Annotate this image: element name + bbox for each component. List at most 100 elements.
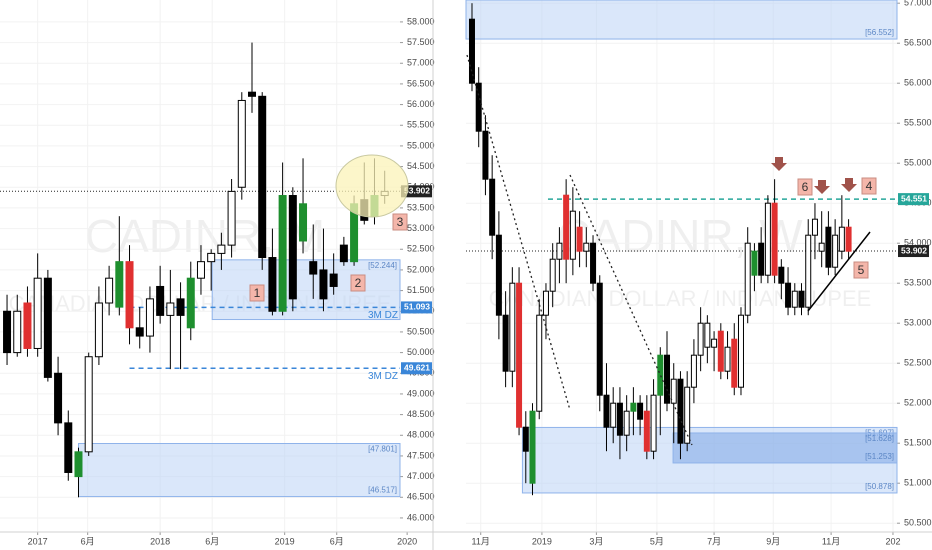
candle-body [590,242,597,284]
candle-body [74,451,83,478]
y-tick-label: 53.500 [407,202,435,212]
candle-body [105,277,114,304]
price-label: 53.902 [404,186,430,196]
x-tick-label: 7月 [707,536,721,546]
candle-body [329,273,338,287]
y-tick-label: 52.000 [904,398,932,408]
y-tick-label: 54.500 [407,161,435,171]
candle-body [319,269,328,300]
highlight-ellipse [335,154,409,218]
x-tick-label: 2018 [150,536,170,546]
trend-line [569,174,693,446]
candle-body [258,95,267,259]
y-tick-label: 50.500 [904,518,932,528]
candle-body [556,242,563,260]
candle-body [227,190,236,246]
candle-body [576,226,583,252]
trend-line [807,231,871,312]
y-tick-label: 55.500 [904,118,932,128]
candle-body [176,298,185,316]
candle-body [583,242,590,252]
candle-body [94,302,103,358]
candle-body [502,314,509,372]
x-tick-label: 11月 [472,536,490,546]
candle-body [43,277,52,378]
candle-body [832,234,839,268]
x-tick-label: 202 [885,536,900,546]
candle-body [64,422,73,473]
y-tick-label: 51.000 [904,478,932,488]
candle-body [623,410,630,436]
y-tick-label: 52.000 [407,264,435,274]
candle-body [509,282,516,372]
candle-body [697,322,704,356]
x-tick-label: 6月 [205,536,219,546]
candle-body [115,261,124,308]
x-tick-label: 3月 [589,536,603,546]
candle-body [818,242,825,252]
y-tick-label: 48.000 [407,430,435,440]
y-tick-label: 53.000 [407,223,435,233]
y-tick-label: 56.000 [407,99,435,109]
y-tick-label: 56.000 [904,78,932,88]
x-tick-label: 2020 [397,536,417,546]
y-tick-label: 53.000 [904,318,932,328]
candle-body [711,338,718,348]
candle-body [268,257,277,312]
annotation-box [392,213,408,231]
candle-body [489,178,496,236]
candle-body [495,234,502,316]
arrow-marker [771,157,787,171]
candle-body [84,356,93,453]
candle-body [237,99,246,188]
candle-body [516,282,523,428]
demand-zone [211,259,401,321]
x-tick-label: 5月 [650,536,664,546]
candle-body [23,302,32,349]
demand-zone [672,432,898,464]
candle-body [549,258,556,292]
annotation-label: 1 [254,286,261,300]
candle-body [33,277,42,349]
y-tick-label: 50.000 [407,347,435,357]
drawings [335,54,871,446]
annotation-label: 3 [397,215,404,229]
zone-label: [51.253] [865,452,894,461]
price-label-box [401,362,432,375]
y-tick-label: 49.000 [407,388,435,398]
candle-body [664,354,671,404]
x-tick-label: 2017 [28,536,48,546]
x-tick-label: 6月 [330,536,344,546]
candle-body [145,298,154,337]
candle-body [805,234,812,308]
x-tick-label: 11月 [822,536,840,546]
y-tick-label: 47.000 [407,471,435,481]
demand-zone [465,0,898,40]
y-tick-label: 56.500 [407,78,435,88]
candle-body [825,226,832,268]
candle-body [690,354,697,388]
candle-body [764,202,771,276]
zone-label: [56.552] [865,28,894,37]
y-tick-label: 46.000 [407,512,435,522]
candle-body [278,195,287,312]
candle-body [758,242,765,276]
y-tick-label: 55.000 [904,158,932,168]
candle-body [798,290,805,308]
candle-body [737,314,744,388]
candle-body [791,290,798,308]
candle-body [542,290,549,316]
candle-body [248,91,257,97]
x-tick-label: 6月 [81,536,95,546]
x-tick-label: 2019 [532,536,552,546]
candle-body [785,282,792,308]
candle-body [522,426,529,452]
y-tick-label: 53.500 [904,278,932,288]
candle-body [536,314,543,412]
candle-body [166,302,175,316]
candle-body [704,322,711,348]
candle-body [684,386,691,444]
